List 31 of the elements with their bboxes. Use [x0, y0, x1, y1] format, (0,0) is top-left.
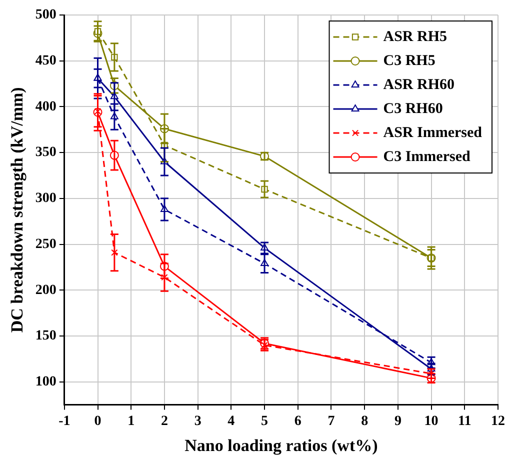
- x-tick-label: 11: [458, 414, 472, 429]
- x-tick-label: 1: [128, 414, 135, 429]
- y-axis-title: DC breakdown strength (kV/mm): [8, 87, 27, 333]
- y-tick-label: 200: [35, 282, 56, 298]
- x-tick-label: 3: [194, 414, 202, 429]
- y-tick-label: 500: [35, 8, 56, 23]
- x-tick-label: 12: [491, 414, 505, 429]
- x-tick-label: 5: [261, 414, 268, 429]
- y-tick-label: 400: [35, 99, 56, 114]
- y-tick-label: 250: [35, 236, 56, 252]
- x-axis-title: Nano loading ratios (wt%): [184, 436, 378, 456]
- x-tick-label: 2: [160, 414, 168, 429]
- y-tick-label: 300: [35, 191, 56, 206]
- x-tick-label: 9: [394, 414, 402, 429]
- legend-label: ASR RH60: [383, 76, 455, 93]
- x-tick-label: 10: [424, 414, 438, 429]
- y-tick-label: 350: [35, 145, 56, 160]
- x-tick-label: 4: [228, 414, 235, 429]
- x-tick-label: 0: [94, 414, 102, 429]
- legend-label: ASR Immersed: [383, 124, 483, 141]
- x-tick-label: 8: [361, 414, 368, 429]
- legend-label: C3 RH60: [383, 100, 443, 117]
- y-tick-label: 100: [35, 374, 56, 390]
- x-tick-label: -1: [58, 414, 70, 429]
- legend-label: ASR RH5: [383, 28, 448, 45]
- y-tick-label: 450: [35, 53, 56, 68]
- x-tick-label: 6: [294, 414, 302, 429]
- y-tick-label: 150: [35, 328, 56, 344]
- x-tick-label: 7: [328, 414, 335, 429]
- legend-label: C3 Immersed: [383, 148, 471, 165]
- legend-label: C3 RH5: [383, 52, 436, 69]
